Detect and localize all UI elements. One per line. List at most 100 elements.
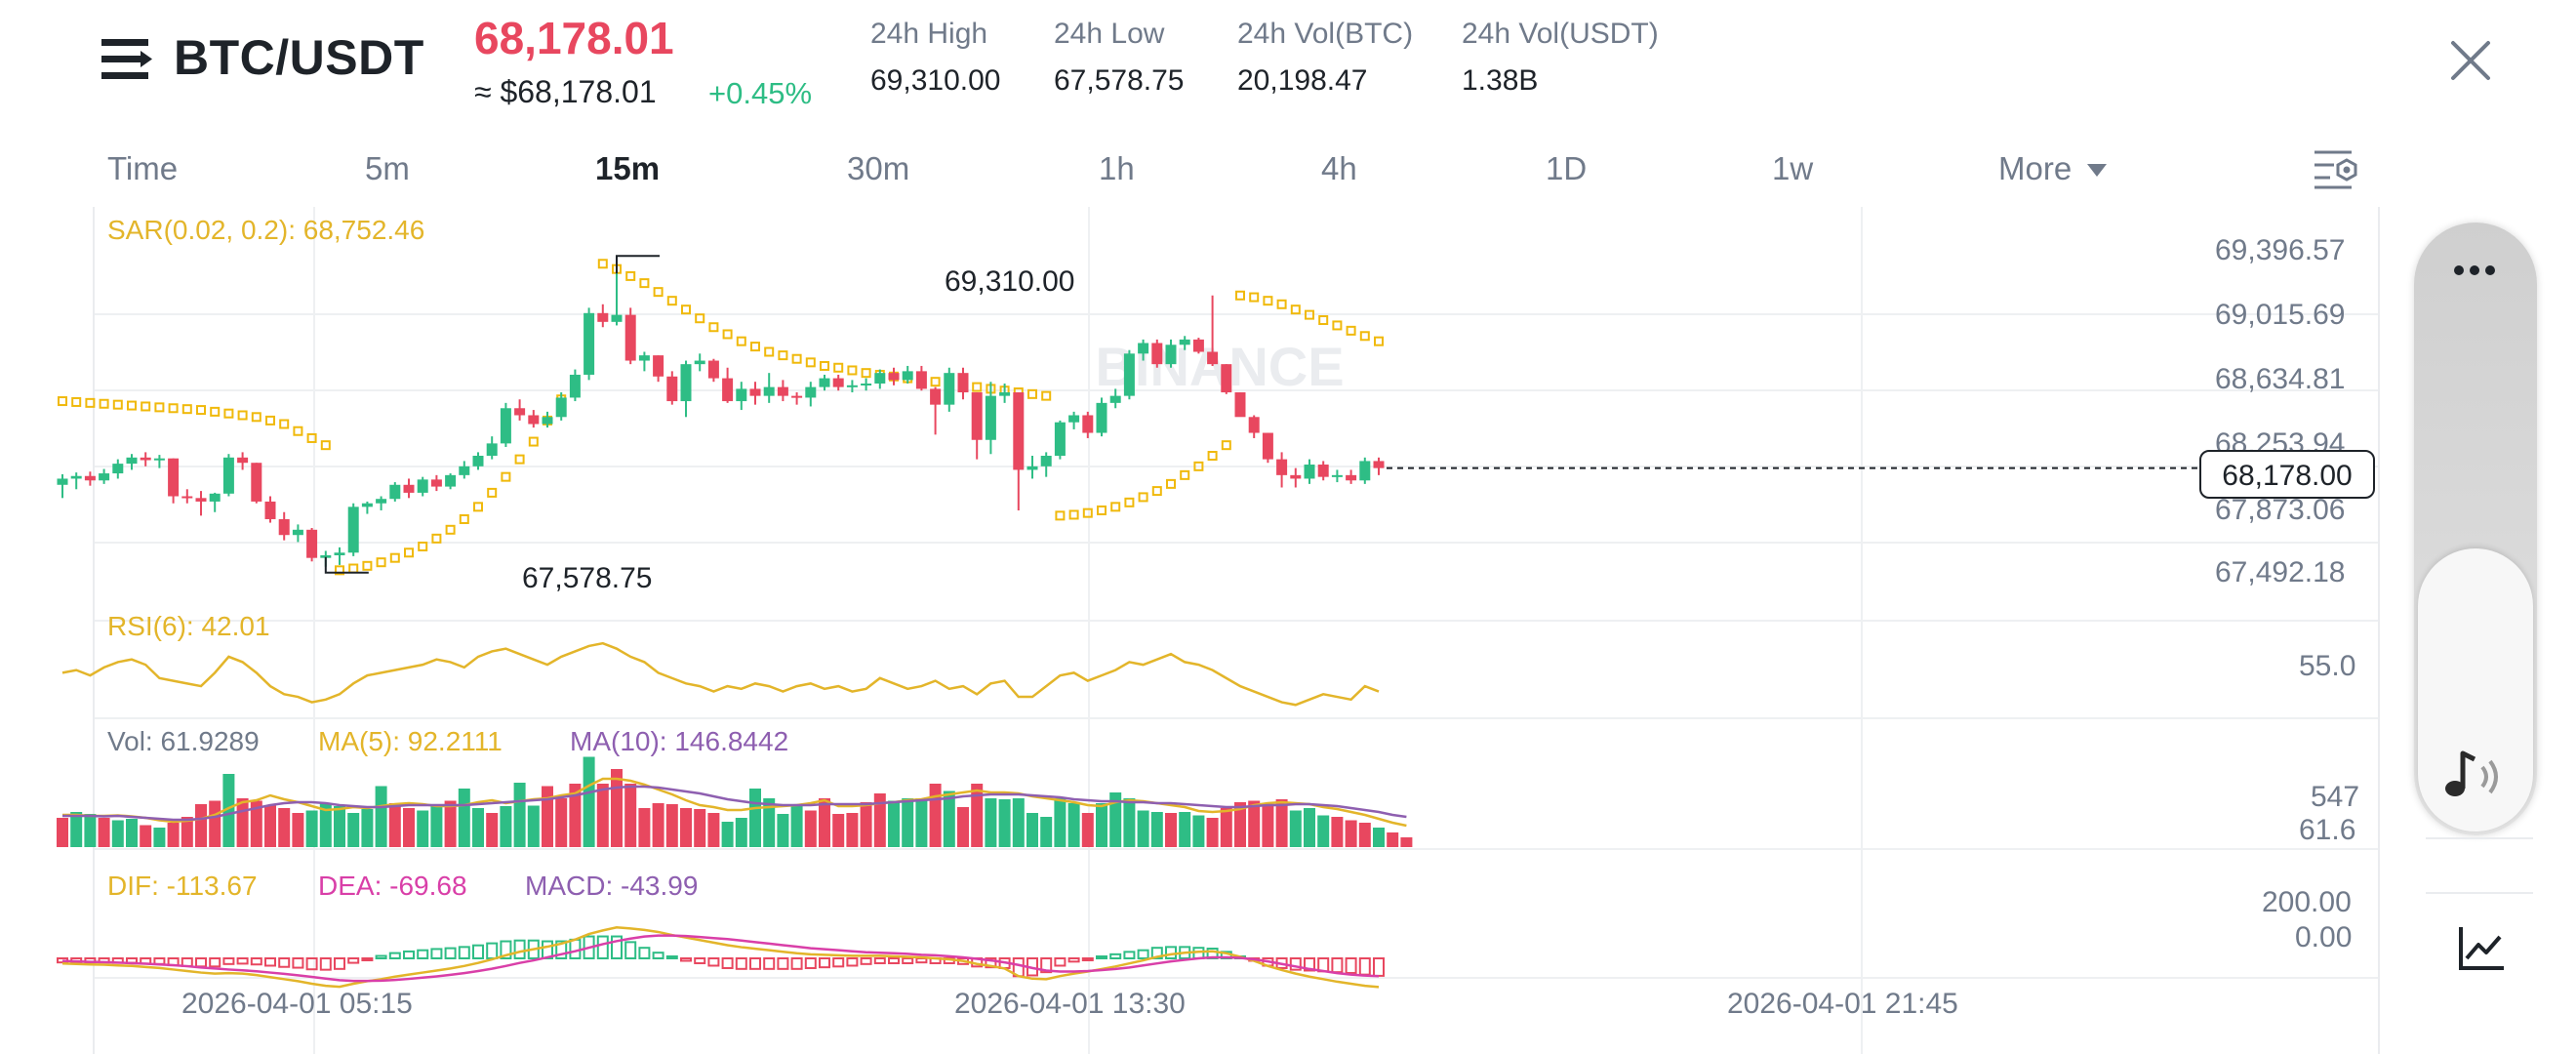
tf-4h[interactable]: 4h	[1321, 150, 1357, 186]
candle-body	[1373, 461, 1385, 468]
tf-1d[interactable]: 1D	[1546, 150, 1588, 186]
macd-bar	[1123, 951, 1136, 959]
volume-bar	[444, 800, 457, 847]
macd-bar	[388, 952, 401, 959]
high-low-annotations: 69,310.00 67,578.75	[324, 255, 1074, 594]
kline-chart[interactable]: BINANCE 69,310.00 67,578.75	[0, 200, 2381, 1054]
volume-bar	[1123, 798, 1136, 847]
candle-body	[846, 385, 858, 387]
caret-down-icon	[2087, 164, 2108, 178]
sar-dot	[778, 350, 788, 361]
volume-bar	[1012, 798, 1025, 847]
macd-bar	[1331, 957, 1344, 974]
sar-dot	[445, 524, 456, 535]
candle-body	[1317, 465, 1329, 477]
more-options-icon[interactable]	[2445, 256, 2504, 285]
tf-15m[interactable]: 15m	[595, 150, 661, 186]
candlesticks	[57, 264, 2197, 567]
volume-slider-knob[interactable]	[2418, 548, 2533, 831]
volume-bar	[569, 784, 582, 847]
price-tick: 67,873.06	[2215, 494, 2346, 526]
macd-bar	[804, 957, 817, 969]
tf-time[interactable]: Time	[107, 150, 179, 186]
tf-5m[interactable]: 5m	[365, 150, 410, 186]
chart-settings-icon[interactable]	[2313, 146, 2361, 191]
sar-dot	[1374, 336, 1384, 346]
volume-bar	[375, 786, 387, 847]
volume-bar	[527, 805, 540, 847]
divider	[2426, 837, 2533, 839]
volume-bar	[735, 818, 747, 847]
vol-tick: 547	[2311, 781, 2360, 813]
macd-bar	[555, 940, 568, 960]
macd-bar	[347, 957, 360, 964]
volume-bar	[153, 828, 166, 847]
sar-dot	[251, 412, 262, 423]
tf-1w[interactable]: 1w	[1772, 150, 1814, 186]
chart-type-icon[interactable]	[2457, 925, 2506, 972]
candle-body	[70, 475, 82, 479]
symbol-title[interactable]: BTC/USDT	[174, 30, 424, 85]
candle-body	[140, 457, 151, 461]
sar-dot	[293, 426, 303, 436]
macd-tick: 200.00	[2262, 886, 2352, 918]
volume-bar	[583, 756, 595, 847]
audio-icon[interactable]	[2439, 746, 2504, 804]
candle-body	[915, 371, 927, 389]
volume-bar	[236, 798, 249, 847]
candle-body	[1013, 392, 1025, 470]
candle-body	[1082, 415, 1094, 433]
tf-more[interactable]: More	[1998, 150, 2108, 187]
time-axis-label: 2026-04-01 21:45	[1727, 988, 1958, 1020]
macd-bar	[902, 957, 914, 964]
candle-body	[500, 408, 511, 444]
price-tick: 69,396.57	[2215, 234, 2346, 266]
volume-bar	[721, 822, 734, 847]
volume-bar	[361, 809, 374, 847]
macd-bar	[860, 957, 872, 965]
volume-bar	[1304, 808, 1315, 847]
candle-body	[84, 475, 96, 481]
macd-bar	[209, 957, 221, 968]
candle-body	[153, 458, 165, 461]
sar-dot	[265, 415, 275, 426]
candle-body	[791, 395, 803, 398]
candle-body	[874, 373, 886, 384]
candle-body	[99, 473, 110, 481]
menu-icon[interactable]	[101, 37, 154, 82]
sar-dot	[237, 410, 248, 421]
volume-bar	[1317, 815, 1330, 847]
sar-dot	[154, 402, 165, 413]
sar-dot	[514, 454, 525, 465]
candle-body	[597, 312, 609, 322]
macd-bar	[985, 957, 997, 969]
volume-bar	[763, 798, 776, 847]
tf-30m[interactable]: 30m	[847, 150, 910, 186]
sar-dot	[376, 557, 386, 568]
macd-bar	[486, 942, 499, 959]
close-icon[interactable]	[2445, 35, 2496, 86]
candle-body	[694, 360, 705, 365]
volume-bar	[430, 805, 443, 847]
sar-dot	[639, 278, 650, 289]
macd-bar	[513, 939, 526, 959]
volume-bar	[458, 789, 470, 847]
sar-dot	[625, 270, 636, 281]
volume-bar	[126, 819, 138, 847]
volume-bar	[1262, 806, 1274, 847]
volume-bar	[777, 814, 789, 847]
volume-bar	[1358, 823, 1371, 847]
volume-bar	[403, 808, 415, 847]
volume-bar	[971, 784, 984, 847]
macd-bar	[1054, 957, 1067, 967]
sar-dot	[833, 362, 844, 373]
candle-body	[861, 384, 872, 385]
candle-body	[403, 484, 415, 493]
tf-1h[interactable]: 1h	[1099, 150, 1135, 186]
macd-bar	[1358, 957, 1371, 976]
macd-bar	[250, 957, 262, 966]
volume-bar	[596, 784, 609, 847]
candle-body	[222, 457, 234, 494]
rsi-legend: RSI(6): 42.01	[107, 611, 270, 641]
macd-histogram	[57, 926, 1385, 989]
